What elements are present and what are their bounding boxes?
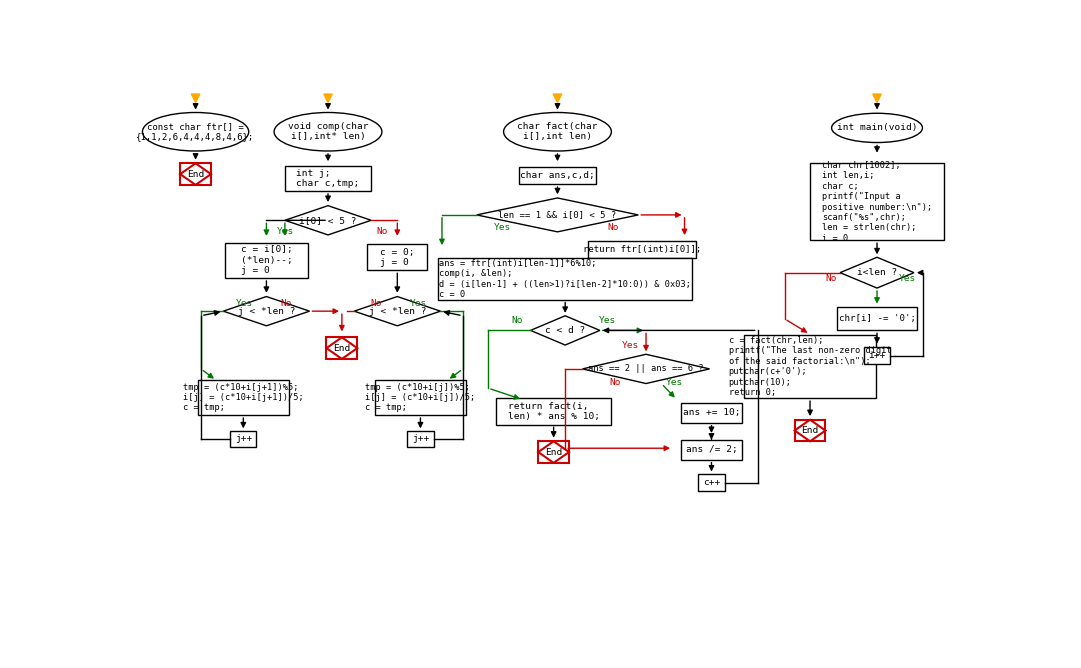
Text: j++: j++: [235, 434, 252, 444]
Bar: [837, 307, 918, 331]
Text: tmp = (c*10+i[j+1])%5;
i[j] = (c*10+i[j+1])/5;
c = tmp;: tmp = (c*10+i[j+1])%5; i[j] = (c*10+i[j+…: [183, 383, 304, 412]
Text: char ans,c,d;: char ans,c,d;: [520, 171, 595, 180]
Polygon shape: [355, 297, 440, 326]
Text: End: End: [801, 426, 818, 435]
Polygon shape: [181, 163, 211, 185]
Text: int j;
char c,tmp;: int j; char c,tmp;: [296, 169, 360, 188]
Bar: [181, 163, 211, 185]
Text: j++: j++: [412, 434, 429, 444]
Bar: [681, 440, 742, 460]
Bar: [230, 430, 256, 448]
Bar: [864, 347, 890, 364]
Text: Yes: Yes: [237, 299, 253, 308]
Text: ans += 10;: ans += 10;: [683, 408, 740, 418]
Polygon shape: [553, 94, 562, 102]
Text: j < *len ?: j < *len ?: [369, 307, 426, 316]
Polygon shape: [285, 206, 371, 235]
Bar: [285, 166, 371, 191]
Text: const char ftr[] =
{1,1,2,6,4,4,4,8,4,6};: const char ftr[] = {1,1,2,6,4,4,4,8,4,6}…: [136, 122, 255, 142]
Bar: [368, 244, 427, 271]
Bar: [519, 167, 596, 184]
Bar: [326, 337, 358, 359]
Text: char fact(char
i[],int len): char fact(char i[],int len): [517, 122, 598, 142]
Text: No: No: [608, 224, 618, 232]
Polygon shape: [477, 198, 638, 232]
Ellipse shape: [143, 112, 249, 151]
Text: No: No: [376, 226, 388, 236]
Text: No: No: [825, 275, 837, 283]
Ellipse shape: [275, 112, 382, 151]
Text: chr[i] -= '0';: chr[i] -= '0';: [839, 315, 916, 323]
Text: End: End: [545, 448, 562, 456]
Text: i<len ?: i<len ?: [857, 268, 897, 277]
Text: Yes: Yes: [899, 275, 917, 283]
Polygon shape: [191, 94, 200, 102]
Polygon shape: [872, 94, 881, 102]
Text: c = fact(chr,len);
printf("The last non-zero digit
of the said factorial:\n");
p: c = fact(chr,len); printf("The last non-…: [729, 336, 892, 397]
Text: void comp(char
i[],int* len): void comp(char i[],int* len): [288, 122, 369, 142]
Text: Yes: Yes: [666, 378, 683, 387]
Text: j < *len ?: j < *len ?: [238, 307, 295, 316]
Text: tmp = (c*10+i[j])%5;
i[j] = (c*10+i[j])/5;
c = tmp;: tmp = (c*10+i[j])%5; i[j] = (c*10+i[j])/…: [365, 383, 476, 412]
Text: No: No: [370, 299, 382, 308]
Text: ans == 2 || ans == 6 ?: ans == 2 || ans == 6 ?: [588, 365, 704, 373]
Polygon shape: [583, 354, 709, 383]
Text: c < d ?: c < d ?: [545, 326, 585, 335]
Text: No: No: [610, 378, 620, 387]
Polygon shape: [324, 94, 332, 102]
Text: Yes: Yes: [493, 224, 510, 232]
Bar: [795, 420, 826, 442]
Text: ans /= 2;: ans /= 2;: [685, 446, 737, 454]
Bar: [681, 403, 742, 423]
Text: char chr[1002];
int len,i;
char c;
printf("Input a
positive number:\n");
scanf(": char chr[1002]; int len,i; char c; print…: [822, 161, 932, 242]
Text: c++: c++: [703, 478, 720, 488]
Text: Yes: Yes: [277, 226, 294, 236]
Text: i[0] < 5 ?: i[0] < 5 ?: [299, 216, 357, 225]
Ellipse shape: [504, 112, 612, 151]
Text: Yes: Yes: [411, 299, 427, 308]
Bar: [408, 430, 433, 448]
Bar: [538, 442, 569, 463]
Text: ans = ftr[(int)i[len-1]]*6%10;
comp(i, &len);
d = (i[len-1] + ((len>1)?i[len-2]*: ans = ftr[(int)i[len-1]]*6%10; comp(i, &…: [439, 259, 691, 299]
Polygon shape: [538, 442, 569, 463]
Text: return fact(i,
len) * ans % 10;: return fact(i, len) * ans % 10;: [508, 401, 600, 421]
Bar: [225, 242, 308, 278]
Polygon shape: [795, 420, 826, 442]
Polygon shape: [326, 337, 358, 359]
Polygon shape: [224, 297, 309, 326]
Bar: [698, 474, 724, 492]
Text: int main(void): int main(void): [837, 124, 918, 132]
Text: Yes: Yes: [599, 316, 616, 325]
Polygon shape: [840, 257, 915, 288]
Ellipse shape: [831, 114, 922, 142]
Bar: [438, 258, 692, 300]
Bar: [375, 379, 466, 415]
Text: Yes: Yes: [622, 341, 639, 349]
Bar: [198, 379, 289, 415]
Text: c = i[0];
(*len)--;
j = 0: c = i[0]; (*len)--; j = 0: [241, 245, 292, 275]
Text: c = 0;
j = 0: c = 0; j = 0: [381, 248, 415, 267]
Bar: [588, 241, 696, 258]
Text: len == 1 && i[0] < 5 ?: len == 1 && i[0] < 5 ?: [498, 210, 616, 219]
Text: return ftr[(int)i[0]];: return ftr[(int)i[0]];: [583, 245, 702, 254]
Text: No: No: [511, 316, 523, 325]
Bar: [496, 397, 612, 425]
Text: i++: i++: [868, 351, 885, 360]
Bar: [810, 163, 945, 240]
Text: End: End: [333, 343, 350, 353]
Bar: [744, 335, 877, 398]
Text: No: No: [280, 299, 292, 308]
Text: End: End: [187, 170, 204, 178]
Polygon shape: [531, 316, 600, 345]
